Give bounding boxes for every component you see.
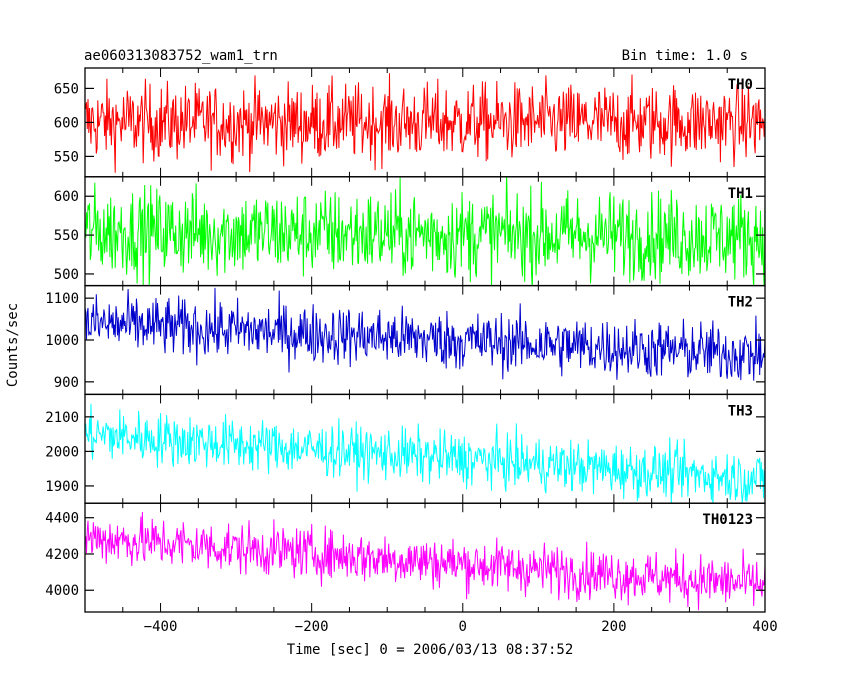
panel-label-th3: TH3 — [728, 403, 753, 419]
y-tick-label: 4200 — [45, 547, 79, 563]
y-tick-label: 4000 — [45, 583, 79, 599]
x-tick-label: −400 — [144, 619, 178, 635]
y-tick-label: 550 — [54, 228, 79, 244]
series-line-th3 — [85, 403, 765, 504]
panel-th0123: 4000 4200 4400 TH0123 — [45, 502, 766, 613]
panel-th1: 500 550 600 TH1 — [54, 176, 766, 287]
panel-label-th2: TH2 — [728, 295, 753, 311]
y-tick-label: 900 — [54, 375, 79, 391]
y-tick-label: 1900 — [45, 479, 79, 495]
series-line-th0123 — [85, 511, 765, 611]
y-tick-label: 1000 — [45, 333, 79, 349]
panel-label-th0123: TH0123 — [702, 512, 753, 528]
panel-label-th1: TH1 — [728, 186, 753, 202]
y-tick-label: 4400 — [45, 511, 79, 527]
x-axis-label: Time [sec] 0 = 2006/03/13 08:37:52 — [287, 642, 574, 658]
y-axis-label: Counts/sec — [5, 303, 21, 387]
y-tick-label: 600 — [54, 115, 79, 131]
series-line-th2 — [85, 287, 765, 381]
chart-title: ae060313083752_wam1_trn — [84, 48, 278, 64]
y-tick-label: 1100 — [45, 291, 79, 307]
y-tick-label: 550 — [54, 149, 79, 165]
panel-th0: 550 600 650 TH0 — [54, 67, 766, 178]
bin-time-label: Bin time: 1.0 s — [622, 48, 748, 64]
y-tick-label: 500 — [54, 267, 79, 283]
x-tick-label: 200 — [601, 619, 626, 635]
y-tick-label: 2100 — [45, 410, 79, 426]
panel-th3: 1900 2000 2100 TH3 — [45, 393, 766, 504]
panels-group: 550 600 650 TH0 500 550 600 TH1 900 1000 1100 TH2 19… — [45, 67, 766, 613]
x-tick-label: 400 — [752, 619, 777, 635]
y-tick-label: 2000 — [45, 444, 79, 460]
panel-th2: 900 1000 1100 TH2 — [45, 284, 766, 396]
y-tick-label: 650 — [54, 81, 79, 97]
series-line-th1 — [85, 176, 765, 286]
y-tick-label: 600 — [54, 189, 79, 205]
series-line-th0 — [85, 73, 765, 173]
x-tick-label: 0 — [459, 619, 467, 635]
x-axis: −400 −200 0 200 400 — [144, 619, 778, 635]
panel-label-th0: TH0 — [728, 77, 753, 93]
x-tick-label: −200 — [295, 619, 329, 635]
